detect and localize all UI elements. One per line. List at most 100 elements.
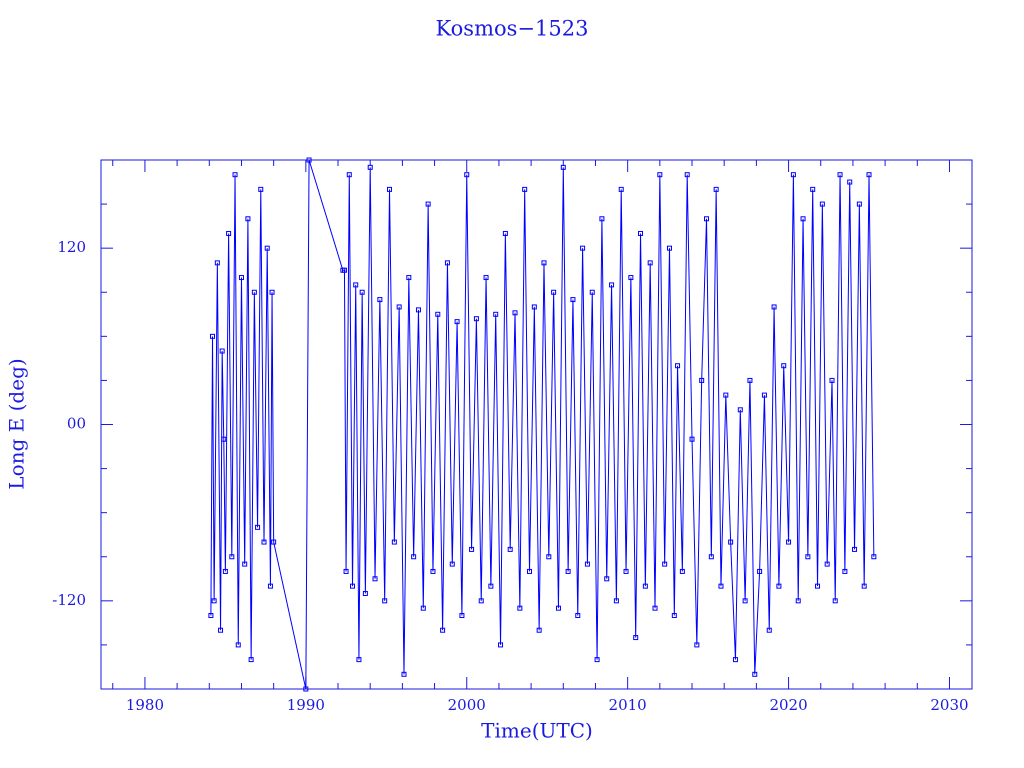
data-point (604, 576, 610, 582)
data-point (652, 605, 658, 611)
data-point (444, 260, 450, 266)
data-point (440, 627, 446, 633)
data-point (449, 561, 455, 567)
data-point (704, 216, 710, 222)
data-point (459, 613, 465, 619)
data-point (800, 216, 806, 222)
data-point (628, 275, 634, 281)
data-point (464, 172, 470, 178)
data-point (517, 605, 523, 611)
data-point (623, 568, 629, 574)
data-point (306, 157, 312, 163)
data-point (856, 201, 862, 207)
data-point (527, 568, 533, 574)
data-point (235, 642, 241, 648)
data-point (218, 627, 224, 633)
data-point (435, 311, 441, 317)
data-point (675, 363, 681, 369)
data-point (642, 583, 648, 589)
data-point (258, 186, 264, 192)
data-point (771, 304, 777, 310)
data-point (411, 554, 417, 560)
data-point (575, 613, 581, 619)
x-tick-label: 1990 (287, 696, 325, 714)
data-point (752, 671, 758, 677)
data-point (211, 598, 217, 604)
data-point (512, 310, 518, 316)
data-point (819, 201, 825, 207)
data-point (829, 377, 835, 383)
data-point (248, 657, 254, 663)
x-tick-label: 2020 (769, 696, 807, 714)
data-point (507, 546, 513, 552)
data-point (737, 407, 743, 413)
data-point (372, 576, 378, 582)
data-point (229, 554, 235, 560)
data-point (343, 568, 349, 574)
data-point (208, 613, 214, 619)
data-point (861, 583, 867, 589)
data-point (638, 230, 644, 236)
data-point (269, 289, 275, 295)
data-point (776, 583, 782, 589)
data-point (255, 524, 261, 530)
data-point (430, 568, 436, 574)
data-point (498, 642, 504, 648)
data-point (699, 377, 705, 383)
data-point (723, 392, 729, 398)
data-point (866, 172, 872, 178)
data-point (871, 554, 877, 560)
data-point (761, 392, 767, 398)
data-point (718, 583, 724, 589)
data-point (662, 561, 668, 567)
data-point (502, 230, 508, 236)
data-point (790, 172, 796, 178)
data-point (766, 627, 772, 633)
data-point (852, 546, 858, 552)
data-point (226, 230, 232, 236)
y-axis-label: Long E (deg) (5, 358, 29, 489)
data-point (488, 583, 494, 589)
data-point (633, 635, 639, 641)
data-point (832, 598, 838, 604)
data-point (353, 282, 359, 288)
data-point (232, 172, 238, 178)
data-point (222, 568, 228, 574)
data-point (657, 172, 663, 178)
data-point (786, 539, 792, 545)
data-point (589, 289, 595, 295)
data-point (367, 164, 373, 170)
data-point (214, 260, 220, 266)
data-point (580, 245, 586, 251)
data-point (842, 568, 848, 574)
data-point (420, 605, 426, 611)
data-point (684, 172, 690, 178)
data-point (815, 583, 821, 589)
data-line (210, 159, 875, 690)
data-point (570, 297, 576, 303)
data-point (359, 289, 365, 295)
data-point (810, 186, 816, 192)
x-tick-label: 1980 (126, 696, 164, 714)
x-tick-label: 2010 (609, 696, 647, 714)
data-point (713, 186, 719, 192)
data-point (666, 245, 672, 251)
data-point (251, 289, 257, 295)
data-point (747, 377, 753, 383)
data-point (391, 539, 397, 545)
data-point (210, 333, 216, 339)
data-point (341, 267, 347, 273)
data-point (271, 539, 277, 545)
data-point (346, 172, 352, 178)
y-tick-label: -120 (52, 591, 86, 609)
data-point (356, 657, 362, 663)
data-point (238, 275, 244, 281)
data-point (555, 605, 561, 611)
data-point (584, 561, 590, 567)
data-point (708, 554, 714, 560)
data-point (219, 348, 225, 354)
data-point (805, 554, 811, 560)
data-point (377, 297, 383, 303)
data-point (551, 289, 557, 295)
